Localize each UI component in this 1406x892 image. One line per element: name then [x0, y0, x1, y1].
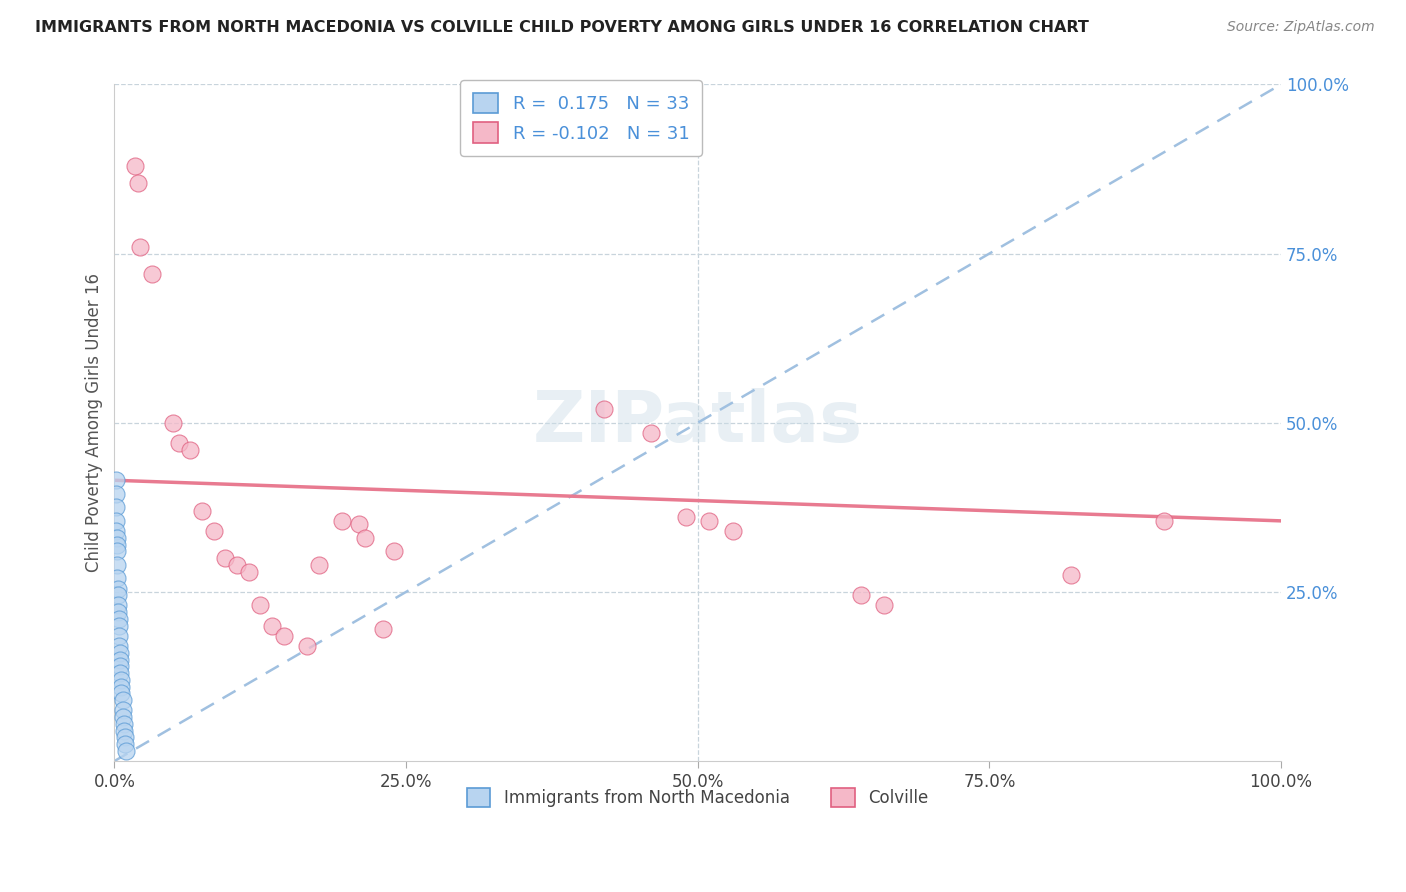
Legend: Immigrants from North Macedonia, Colville: Immigrants from North Macedonia, Colvill…: [460, 781, 935, 814]
Point: [249, 599, 271, 613]
Point: [295, 639, 318, 653]
Y-axis label: Child Poverty Among Girls Under 16: Child Poverty Among Girls Under 16: [86, 273, 103, 573]
Point: [330, 514, 353, 528]
Point: [110, 680, 132, 694]
Point: [105, 531, 128, 545]
Point: [115, 744, 138, 758]
Point: [110, 673, 132, 687]
Point: [105, 571, 128, 585]
Point: [104, 524, 127, 538]
Point: [104, 500, 127, 515]
Point: [124, 159, 146, 173]
Point: [1153, 514, 1175, 528]
Point: [111, 703, 134, 717]
Point: [214, 551, 236, 566]
Text: ZIPatlas: ZIPatlas: [533, 388, 863, 458]
Point: [593, 402, 616, 417]
Point: [308, 558, 330, 572]
Point: [105, 544, 128, 558]
Point: [105, 537, 128, 551]
Point: [191, 504, 214, 518]
Point: [141, 267, 163, 281]
Point: [699, 514, 721, 528]
Point: [162, 416, 184, 430]
Point: [108, 612, 131, 626]
Point: [110, 666, 132, 681]
Text: Source: ZipAtlas.com: Source: ZipAtlas.com: [1227, 20, 1375, 34]
Point: [354, 531, 377, 545]
Point: [105, 558, 128, 572]
Point: [107, 599, 129, 613]
Point: [104, 473, 127, 487]
Point: [114, 731, 136, 745]
Point: [260, 619, 283, 633]
Point: [108, 629, 131, 643]
Point: [1060, 568, 1083, 582]
Point: [167, 436, 190, 450]
Point: [129, 240, 152, 254]
Point: [104, 514, 127, 528]
Point: [111, 710, 134, 724]
Point: [640, 425, 662, 440]
Point: [110, 646, 132, 660]
Point: [110, 659, 132, 673]
Point: [371, 622, 394, 636]
Point: [873, 599, 896, 613]
Point: [721, 524, 744, 538]
Point: [107, 605, 129, 619]
Point: [107, 582, 129, 596]
Point: [179, 442, 201, 457]
Point: [114, 737, 136, 751]
Point: [108, 619, 131, 633]
Point: [127, 176, 149, 190]
Point: [273, 629, 295, 643]
Point: [110, 652, 132, 666]
Point: [349, 517, 371, 532]
Point: [107, 588, 129, 602]
Point: [110, 686, 132, 700]
Point: [382, 544, 405, 558]
Text: IMMIGRANTS FROM NORTH MACEDONIA VS COLVILLE CHILD POVERTY AMONG GIRLS UNDER 16 C: IMMIGRANTS FROM NORTH MACEDONIA VS COLVI…: [35, 20, 1090, 35]
Point: [849, 588, 872, 602]
Point: [111, 693, 134, 707]
Point: [104, 487, 127, 501]
Point: [675, 510, 697, 524]
Point: [202, 524, 225, 538]
Point: [112, 717, 135, 731]
Point: [112, 723, 135, 738]
Point: [238, 565, 260, 579]
Point: [108, 639, 131, 653]
Point: [225, 558, 247, 572]
